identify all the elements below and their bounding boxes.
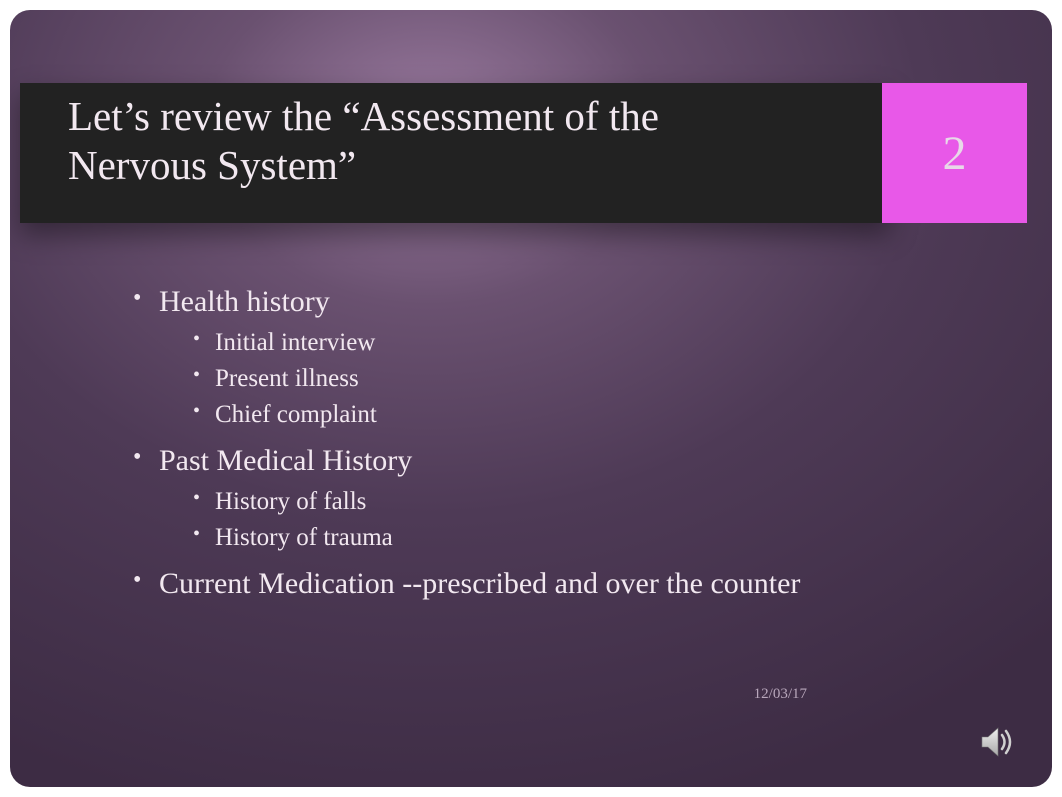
- slide-outer-frame: 2 Let’s review the “Assessment of the Ne…: [0, 0, 1062, 797]
- list-item-label: Past Medical History: [159, 444, 412, 477]
- date-stamp: 12/03/17: [754, 686, 807, 703]
- slide-content: Health history Initial interview Present…: [125, 282, 945, 611]
- sub-list: History of falls History of trauma: [159, 484, 945, 557]
- list-item: Health history Initial interview Present…: [125, 282, 945, 433]
- sub-list-item: Present illness: [159, 361, 945, 397]
- speaker-icon[interactable]: [976, 721, 1018, 763]
- sub-list-item: Initial interview: [159, 325, 945, 361]
- slide-canvas: 2 Let’s review the “Assessment of the Ne…: [10, 10, 1052, 787]
- sub-list-item: History of falls: [159, 484, 945, 520]
- list-item: Current Medication --prescribed and over…: [125, 564, 945, 605]
- list-item-label: Current Medication --prescribed and over…: [159, 567, 800, 600]
- sub-list: Initial interview Present illness Chief …: [159, 325, 945, 434]
- list-item-label: Health history: [159, 285, 330, 318]
- sub-list-item: Chief complaint: [159, 397, 945, 433]
- slide-title: Let’s review the “Assessment of the Nerv…: [68, 92, 708, 190]
- page-number: 2: [943, 126, 967, 181]
- sub-list-item: History of trauma: [159, 520, 945, 556]
- page-number-badge: 2: [882, 83, 1027, 223]
- bullet-list: Health history Initial interview Present…: [125, 282, 945, 605]
- list-item: Past Medical History History of falls Hi…: [125, 441, 945, 556]
